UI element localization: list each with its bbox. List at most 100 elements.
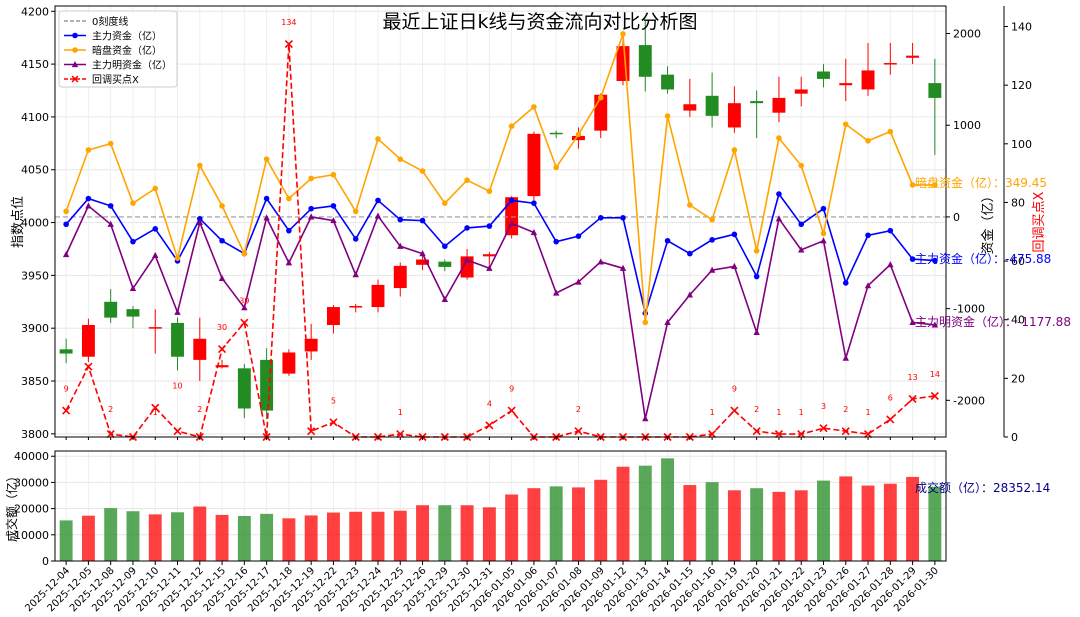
pullback-value-label: 1 — [865, 408, 870, 417]
left-tick-label: 4000 — [21, 217, 49, 230]
series-point — [530, 229, 538, 236]
left-tick-label: 3800 — [21, 428, 49, 441]
series-point — [286, 195, 292, 202]
right-tick-label: -1000 — [953, 303, 985, 316]
volume-tick-label: 40000 — [14, 450, 49, 463]
volume-bar — [438, 505, 452, 561]
candle-body — [371, 284, 385, 308]
end-label-main: 主力资金（亿）：-475.88 — [915, 251, 1051, 266]
right-tick-label: 0 — [953, 211, 960, 224]
series-point — [886, 415, 895, 424]
series-point — [284, 40, 293, 49]
candle-body — [282, 352, 296, 374]
end-label-bright: 主力明资金（亿）：-1177.88 — [915, 314, 1071, 329]
series-point — [375, 136, 381, 142]
volume-bar — [371, 511, 385, 561]
series-point — [664, 113, 671, 119]
left-tick-label: 3950 — [21, 269, 49, 282]
candle-body — [772, 97, 786, 113]
candle-body — [505, 197, 519, 236]
legend-label: 0刻度线 — [92, 15, 128, 28]
series-point — [485, 421, 494, 430]
legend-marker — [72, 32, 78, 39]
series-point — [374, 212, 382, 219]
candle-body — [148, 327, 162, 329]
volume-grid — [55, 451, 946, 562]
volume-bar — [861, 485, 875, 561]
series-point — [442, 243, 448, 250]
series-point — [241, 304, 248, 311]
series-point — [864, 282, 872, 289]
series-point — [441, 295, 449, 303]
pullback-value-label: 2 — [108, 405, 113, 414]
series-point — [930, 391, 939, 401]
right-tick-label: 2000 — [953, 28, 981, 41]
candle-body — [59, 349, 73, 354]
volume-bar — [683, 485, 697, 561]
far-right-tick-label: 40 — [1011, 314, 1025, 327]
series-point — [62, 406, 71, 415]
series-point — [151, 403, 160, 412]
pullback-value-label: 2 — [843, 405, 848, 414]
candle-body — [349, 306, 363, 308]
series-point — [708, 430, 717, 439]
series-point — [797, 430, 806, 439]
series-point — [552, 289, 560, 296]
series-point — [174, 255, 181, 261]
far-right-tick-label: 100 — [1011, 138, 1032, 151]
candle-body — [794, 89, 808, 94]
candle-body — [438, 261, 452, 267]
series-point — [486, 188, 493, 195]
series-point — [553, 238, 559, 245]
series-point — [174, 308, 181, 315]
series-point — [173, 427, 182, 436]
y-axis-label-funds: 资金（亿） — [980, 189, 996, 254]
series-line — [65, 204, 935, 419]
series-point — [597, 215, 604, 221]
series-point — [841, 427, 850, 436]
left-tick-label: 3850 — [21, 375, 49, 388]
series-point — [820, 230, 827, 237]
far-right-tick-label: 140 — [1011, 21, 1032, 34]
pullback-value-label: 2 — [576, 405, 581, 414]
series-point — [196, 162, 203, 169]
volume-bar — [193, 506, 207, 561]
series-point — [63, 221, 69, 228]
series-point — [531, 104, 537, 110]
legend-label: 主力明资金（亿） — [92, 59, 172, 72]
volume-bar — [527, 488, 541, 561]
series-point — [419, 217, 426, 224]
series-point — [686, 291, 694, 298]
left-tick-label: 3900 — [21, 322, 49, 335]
pullback-value-label: 1 — [398, 408, 403, 417]
series-point — [909, 318, 916, 325]
volume-bar — [839, 476, 853, 561]
series-point — [196, 215, 203, 222]
series-point — [219, 237, 225, 244]
series-point — [776, 135, 782, 141]
volume-bar — [661, 458, 675, 561]
legend-label: 暗盘资金（亿） — [92, 44, 162, 57]
series-point — [865, 138, 871, 144]
candle-body — [326, 307, 340, 326]
series-point — [820, 237, 827, 244]
series-point — [396, 430, 405, 439]
series-line — [65, 33, 935, 323]
pullback-value-label: 39 — [239, 297, 249, 306]
volume-bar — [59, 520, 73, 561]
volume-bar — [616, 466, 630, 561]
pullback-value-label: 14 — [930, 370, 940, 379]
volume-bar — [349, 511, 363, 561]
series-point — [419, 168, 426, 174]
candle-body — [727, 103, 741, 128]
y-axis-label-volume: 成交额（亿） — [4, 470, 19, 542]
volume-bar — [505, 494, 519, 561]
volume-bar — [260, 513, 274, 561]
series-point — [442, 200, 448, 206]
far-right-tick-label: 0 — [1011, 431, 1018, 444]
volume-bar — [482, 507, 496, 561]
volume-tick-label: 30000 — [14, 476, 49, 489]
